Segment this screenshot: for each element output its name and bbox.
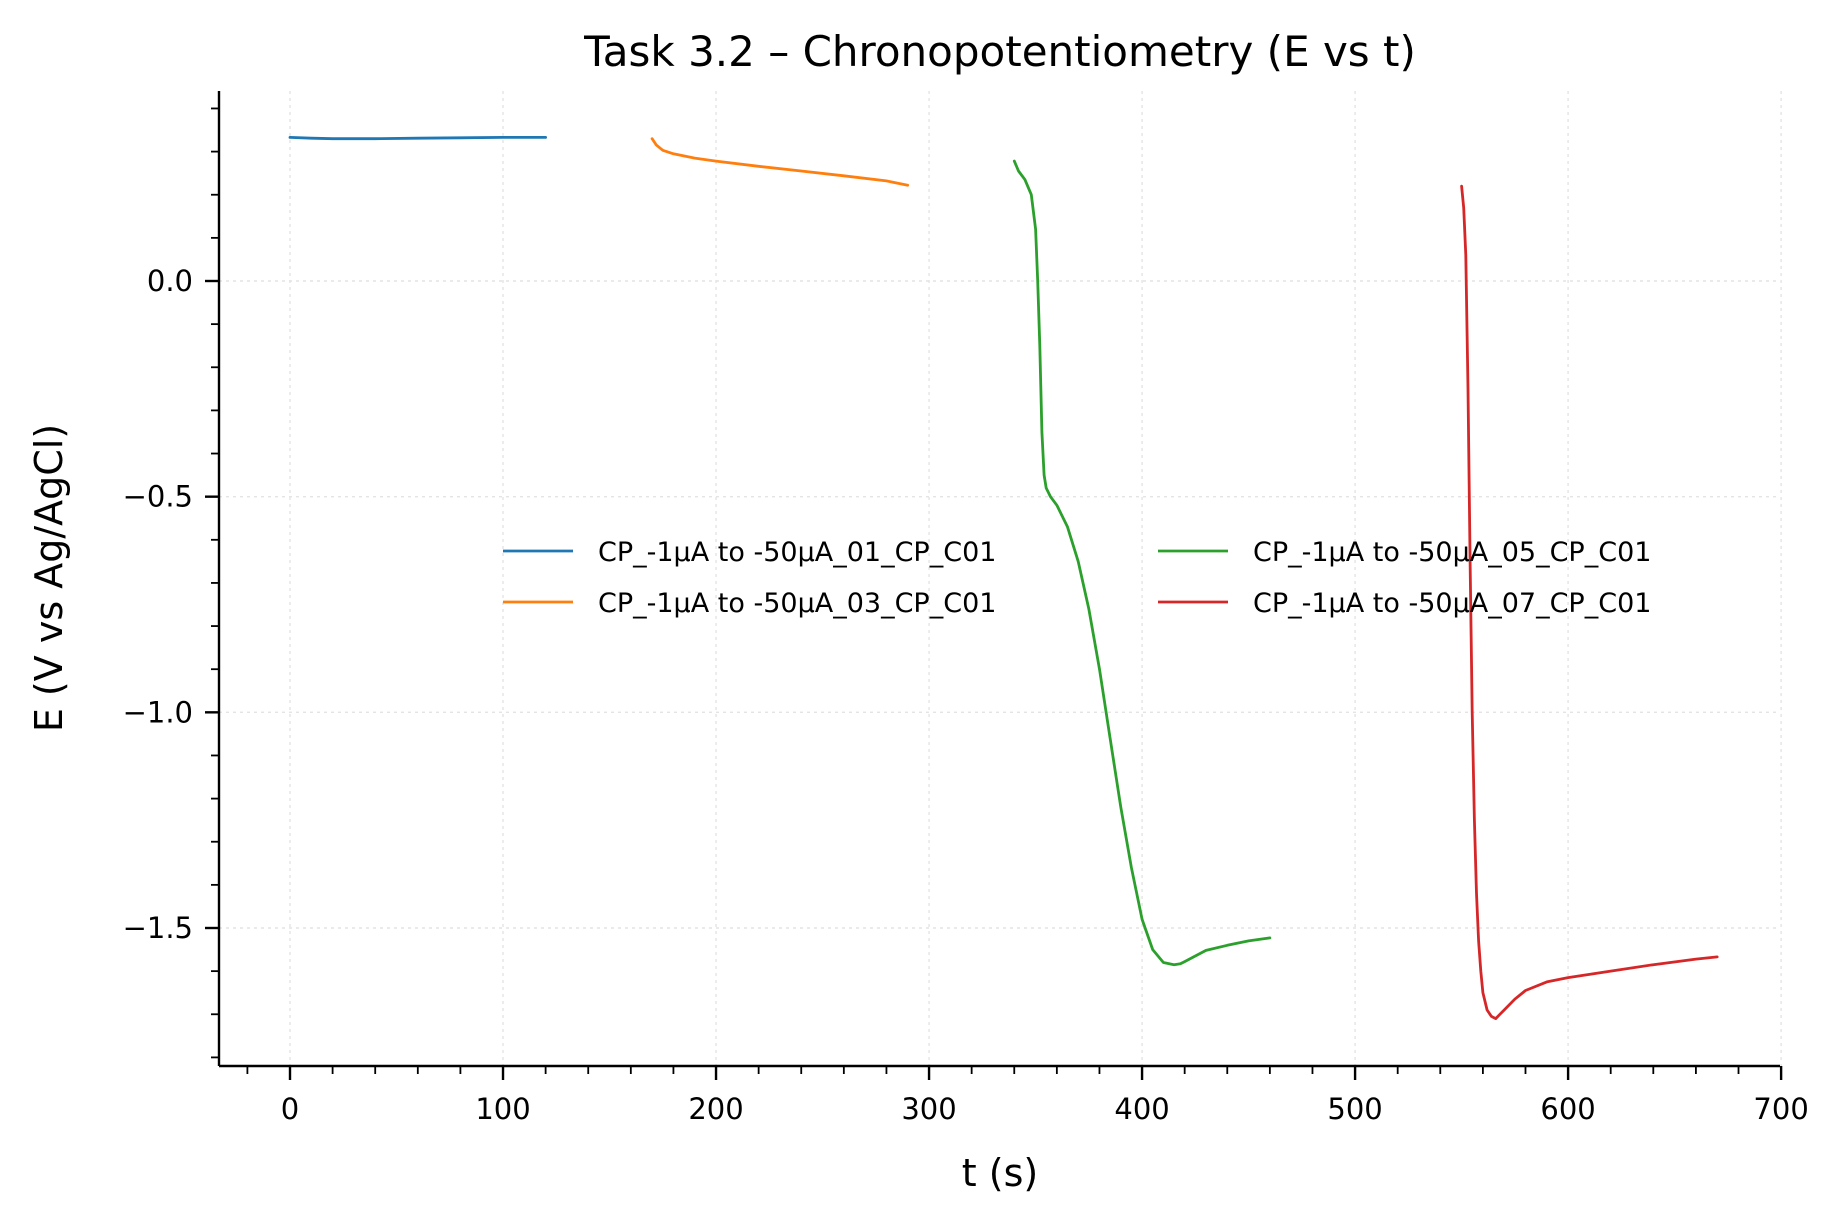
series-line-1	[288, 136, 547, 141]
axes	[217, 91, 1780, 1068]
x-tick-label: 0	[281, 1092, 299, 1126]
legend-label-4: CP_-1μA to -50μA_07_CP_C01	[1253, 588, 1651, 619]
x-axis-label: t (s)	[962, 1151, 1038, 1195]
y-axis-label: E (V vs Ag/AgCl)	[27, 424, 71, 732]
grid	[219, 91, 1782, 1066]
x-tick-label: 400	[1114, 1092, 1169, 1126]
y-tick-label: −0.5	[123, 480, 193, 514]
series-line-2	[650, 137, 910, 187]
chart-title: Task 3.2 – Chronopotentiometry (E vs t)	[583, 27, 1416, 76]
x-tick-label: 600	[1540, 1092, 1595, 1126]
legend-label-3: CP_-1μA to -50μA_05_CP_C01	[1253, 537, 1651, 568]
x-tick-label: 300	[901, 1092, 956, 1126]
x-tick-label: 100	[475, 1092, 530, 1126]
legend: CP_-1μA to -50μA_01_CP_C01 CP_-1μA to -50…	[503, 537, 1651, 619]
series-layer	[288, 136, 1719, 1020]
legend-label-2: CP_-1μA to -50μA_03_CP_C01	[598, 588, 996, 619]
y-tick-label: −1.0	[123, 695, 193, 729]
y-tick-label: −1.5	[123, 911, 193, 945]
ticks: 0 100 200 300 400 500 600 700 0.0 −0.5 −1.0 −1.5	[123, 107, 1809, 1126]
series-line-3	[1012, 159, 1272, 967]
x-tick-label: 200	[688, 1092, 743, 1126]
legend-label-1: CP_-1μA to -50μA_01_CP_C01	[598, 537, 996, 568]
series-line-4	[1460, 184, 1719, 1020]
x-tick-label: 500	[1327, 1092, 1382, 1126]
y-tick-label: 0.0	[147, 264, 193, 298]
x-tick-label: 700	[1753, 1092, 1808, 1126]
